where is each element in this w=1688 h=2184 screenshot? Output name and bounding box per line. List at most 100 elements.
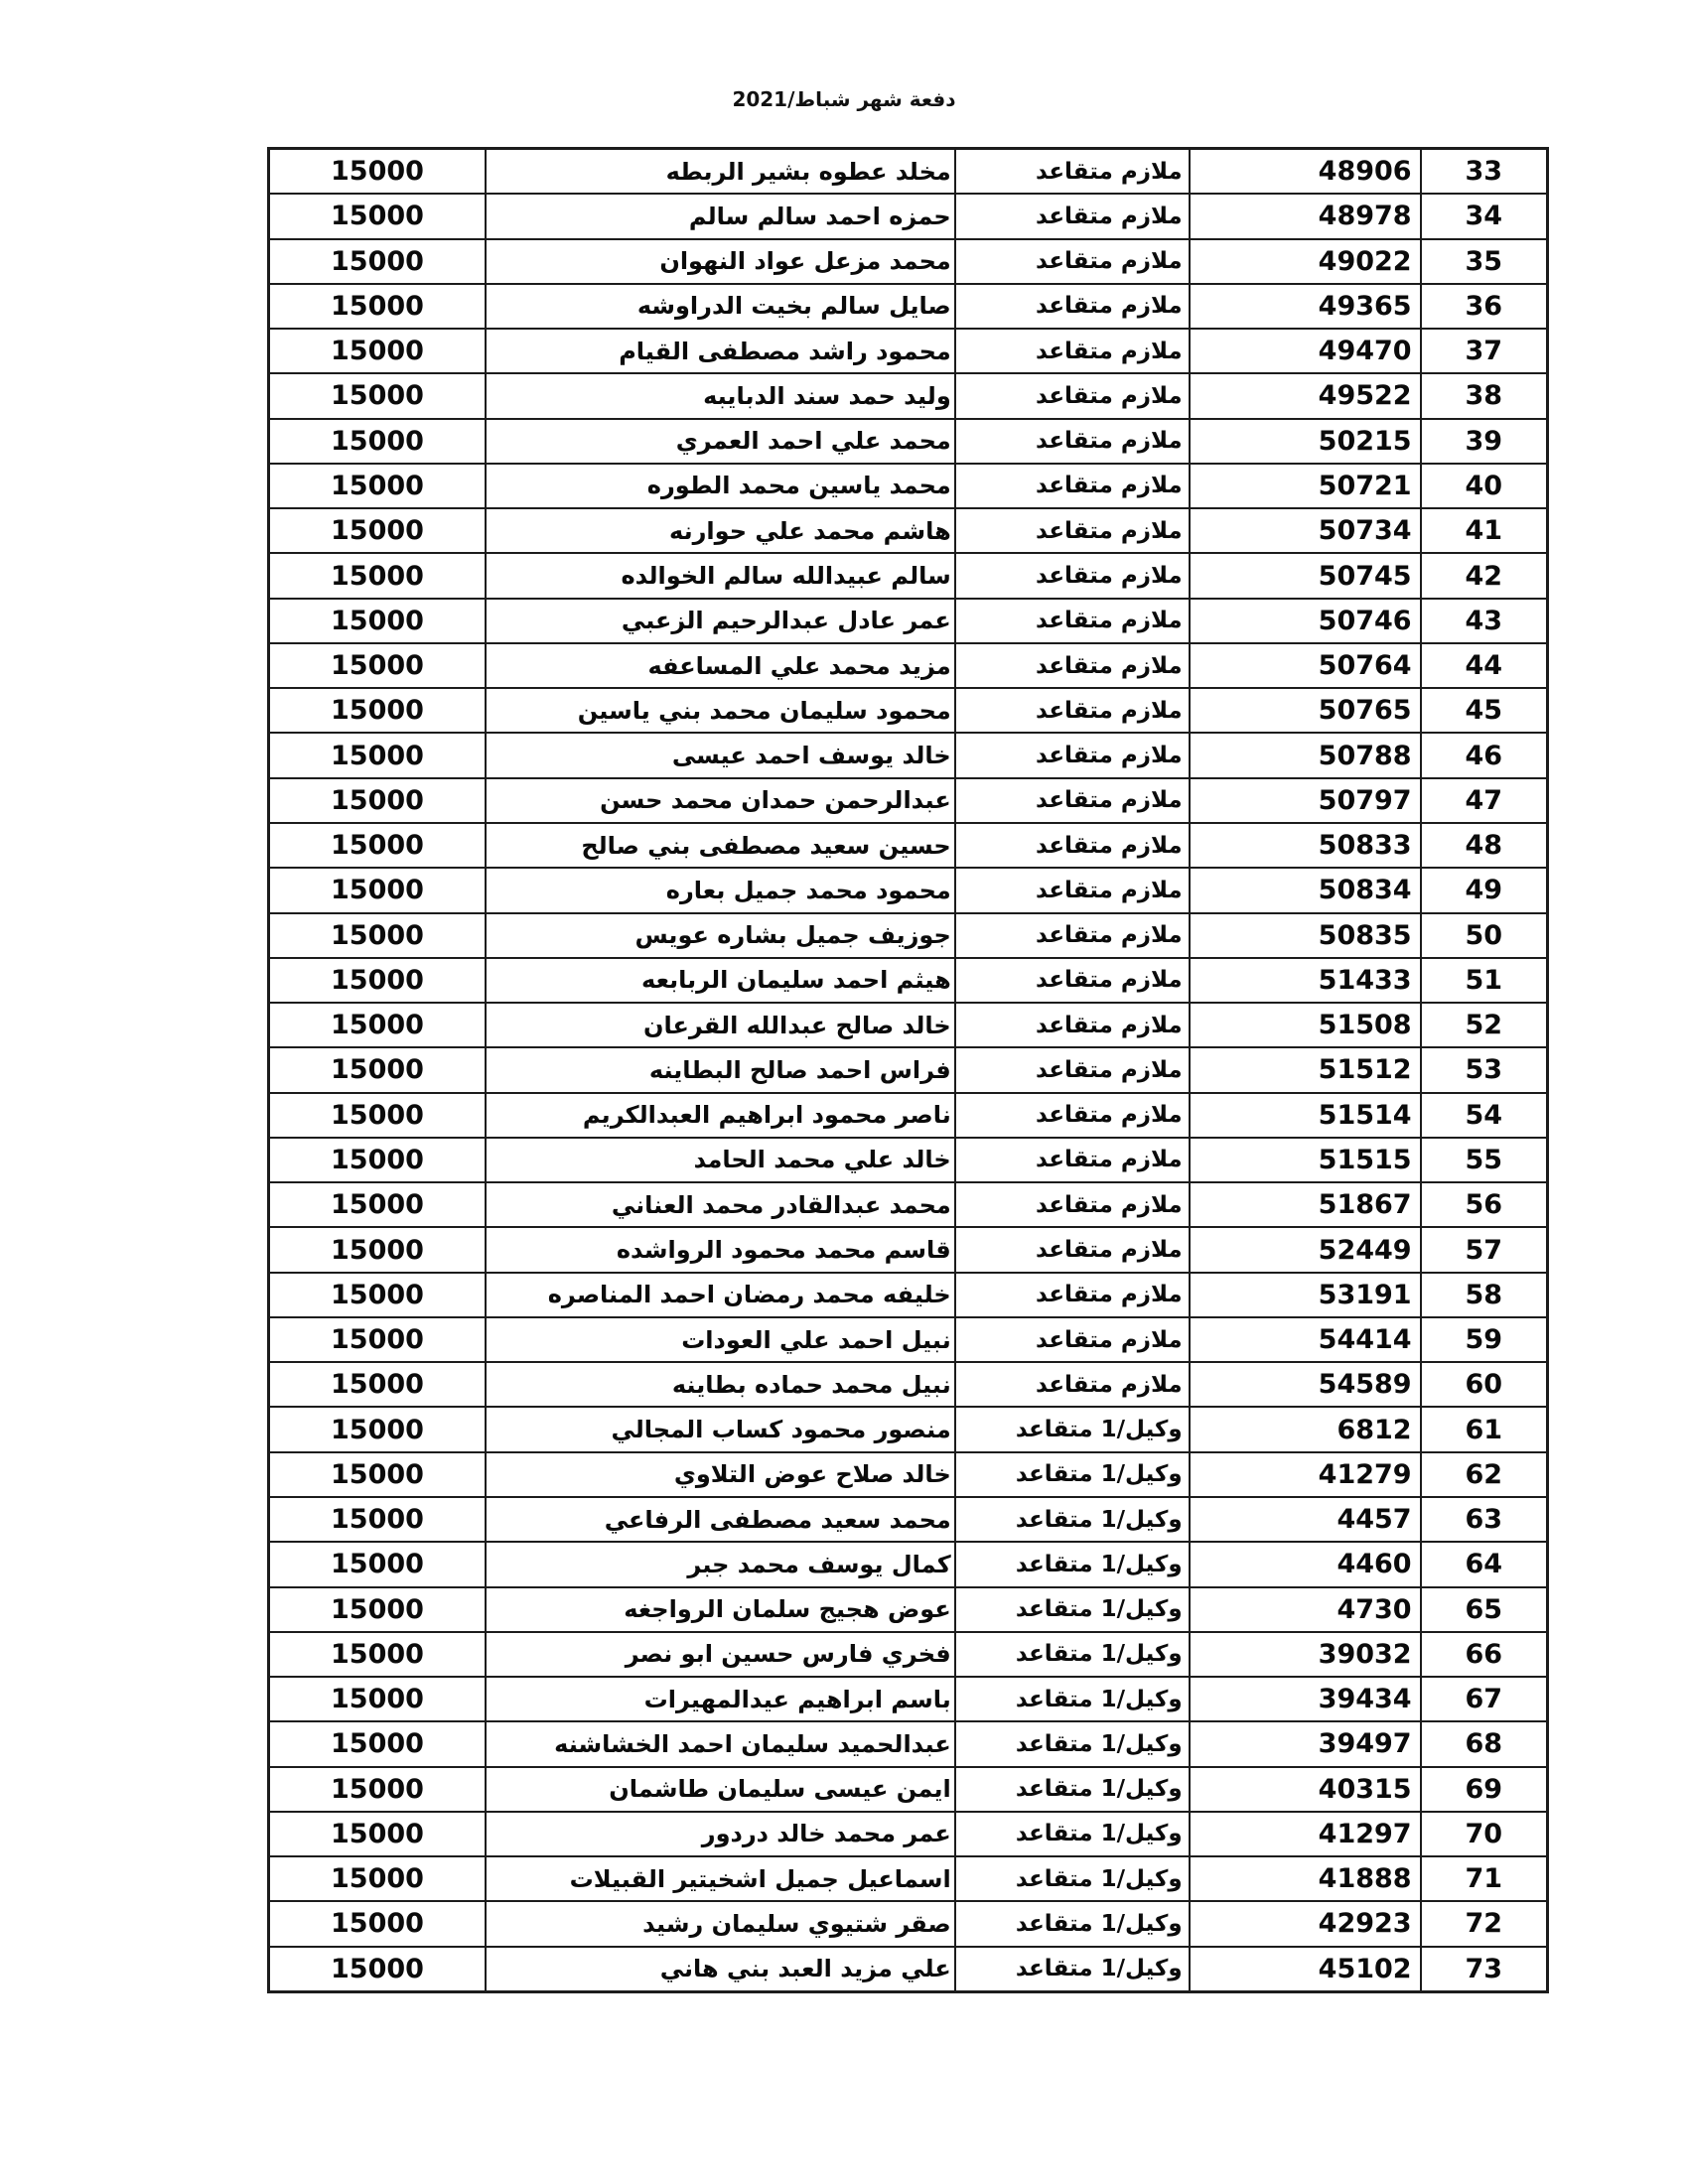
id-number-cell: 50835 [1191, 913, 1422, 957]
row-number-cell: 54 [1465, 1099, 1503, 1131]
table-row: 15000 عبدالحميد سليمان احمد الخشاشنه وكي… [270, 1722, 1546, 1768]
row-number-cell: 42 [1465, 560, 1503, 592]
name-cell: هاشم محمد علي حوارنه [487, 509, 956, 553]
amount-cell: 15000 [270, 1722, 487, 1766]
amount-cell: 15000 [270, 509, 487, 553]
rank-cell: وكيل/1 متقاعد [956, 1497, 1191, 1542]
amount-cell: 15000 [270, 374, 487, 418]
name-cell: مخلد عطوه بشير الربطه [487, 150, 956, 194]
table-row: 15000 حسين سعيد مصطفى بني صالح ملازم متق… [270, 823, 1546, 870]
table-row: 15000 عبدالرحمن حمدان محمد حسن ملازم متق… [270, 778, 1546, 824]
rank-cell: ملازم متقاعد [956, 689, 1191, 733]
amount-cell: 15000 [270, 419, 487, 463]
rank-cell: ملازم متقاعد [956, 1228, 1191, 1272]
rank-cell: وكيل/1 متقاعد [956, 1902, 1191, 1946]
amount-cell: 15000 [270, 150, 487, 194]
row-number-cell: 36 [1465, 290, 1503, 322]
table-row: 15000 محمد عبدالقادر محمد العناني ملازم … [270, 1183, 1546, 1229]
table-row: 15000 محمد مزعل عواد النهوان ملازم متقاع… [270, 239, 1546, 285]
id-number-cell: 4730 [1191, 1587, 1422, 1631]
name-cell: نبيل محمد حماده بطاينه [487, 1363, 956, 1407]
table-row: 15000 حمزه احمد سالم سالم ملازم متقاعد 4… [270, 195, 1546, 240]
amount-cell: 15000 [270, 778, 487, 822]
table-row: 15000 هيثم احمد سليمان الربابعه ملازم مت… [270, 958, 1546, 1005]
table-row: 15000 محمود محمد جميل بعاره ملازم متقاعد… [270, 869, 1546, 914]
id-number-cell: 51512 [1191, 1048, 1422, 1092]
name-cell: محمود سليمان محمد بني ياسين [487, 689, 956, 733]
name-cell: مزيد محمد علي المساعفه [487, 643, 956, 688]
id-number-cell: 49365 [1191, 284, 1422, 329]
id-number-cell: 54414 [1191, 1317, 1422, 1362]
amount-cell: 15000 [270, 643, 487, 688]
id-number-cell: 53191 [1191, 1273, 1422, 1316]
rank-cell: ملازم متقاعد [956, 1273, 1191, 1316]
name-cell: خليفه محمد رمضان احمد المناصره [487, 1273, 956, 1316]
table-row: 15000 محمد سعيد مصطفى الرفاعي وكيل/1 متق… [270, 1497, 1546, 1544]
amount-cell: 15000 [270, 1317, 487, 1362]
name-cell: محمد عبدالقادر محمد العناني [487, 1183, 956, 1227]
id-number-cell: 50765 [1191, 689, 1422, 733]
table-row: 15000 فراس احمد صالح البطاينه ملازم متقا… [270, 1048, 1546, 1094]
amount-cell: 15000 [270, 1678, 487, 1721]
rank-cell: ملازم متقاعد [956, 284, 1191, 329]
name-cell: عبدالحميد سليمان احمد الخشاشنه [487, 1722, 956, 1766]
id-number-cell: 49022 [1191, 239, 1422, 283]
rank-cell: ملازم متقاعد [956, 419, 1191, 463]
table-row: 15000 مخلد عطوه بشير الربطه ملازم متقاعد… [270, 150, 1546, 196]
id-number-cell: 41297 [1191, 1812, 1422, 1856]
rank-cell: وكيل/1 متقاعد [956, 1543, 1191, 1586]
name-cell: منصور محمود كساب المجالي [487, 1408, 956, 1451]
row-number-cell: 58 [1465, 1279, 1503, 1310]
name-cell: محمود راشد مصطفى القيام [487, 330, 956, 373]
row-number-cell: 47 [1465, 784, 1503, 816]
name-cell: عمر عادل عبدالرحيم الزعبي [487, 599, 956, 642]
table-row: 15000 ناصر محمود ابراهيم العبدالكريم ملا… [270, 1093, 1546, 1139]
rank-cell: ملازم متقاعد [956, 1363, 1191, 1407]
id-number-cell: 50834 [1191, 869, 1422, 912]
rank-cell: ملازم متقاعد [956, 150, 1191, 194]
amount-cell: 15000 [270, 599, 487, 642]
name-cell: فخري فارس حسين ابو نصر [487, 1632, 956, 1677]
rank-cell: وكيل/1 متقاعد [956, 1857, 1191, 1901]
amount-cell: 15000 [270, 330, 487, 373]
rank-cell: ملازم متقاعد [956, 1048, 1191, 1092]
rank-cell: ملازم متقاعد [956, 643, 1191, 688]
id-number-cell: 50833 [1191, 823, 1422, 868]
row-number-cell: 72 [1465, 1908, 1503, 1940]
table-row: 15000 محمود سليمان محمد بني ياسين ملازم … [270, 689, 1546, 735]
id-number-cell: 50745 [1191, 554, 1422, 598]
rank-cell: ملازم متقاعد [956, 958, 1191, 1003]
name-cell: خالد صالح عبدالله القرعان [487, 1004, 956, 1047]
row-number-cell: 57 [1465, 1234, 1503, 1266]
row-number-cell: 48 [1465, 830, 1503, 862]
name-cell: سالم عبيدالله سالم الخوالده [487, 554, 956, 598]
row-number-cell: 59 [1465, 1324, 1503, 1356]
row-number-cell: 51 [1465, 964, 1503, 996]
id-number-cell: 50215 [1191, 419, 1422, 463]
rank-cell: ملازم متقاعد [956, 1183, 1191, 1227]
rank-cell: ملازم متقاعد [956, 1138, 1191, 1182]
id-number-cell: 42923 [1191, 1902, 1422, 1946]
amount-cell: 15000 [270, 869, 487, 912]
name-cell: قاسم محمد محمود الرواشده [487, 1228, 956, 1272]
table-row: 15000 قاسم محمد محمود الرواشده ملازم متق… [270, 1228, 1546, 1274]
row-number-cell: 39 [1465, 425, 1503, 457]
id-number-cell: 50797 [1191, 778, 1422, 822]
id-number-cell: 4460 [1191, 1543, 1422, 1586]
id-number-cell: 41279 [1191, 1452, 1422, 1496]
amount-cell: 15000 [270, 1183, 487, 1227]
row-number-cell: 62 [1465, 1458, 1503, 1490]
amount-cell: 15000 [270, 1273, 487, 1316]
amount-cell: 15000 [270, 1767, 487, 1811]
name-cell: وليد حمد سند الدبايبه [487, 374, 956, 418]
table-row: 15000 محمد ياسين محمد الطوره ملازم متقاع… [270, 464, 1546, 510]
name-cell: كمال يوسف محمد جبر [487, 1543, 956, 1586]
rank-cell: وكيل/1 متقاعد [956, 1587, 1191, 1631]
rank-cell: وكيل/1 متقاعد [956, 1678, 1191, 1721]
row-number-cell: 50 [1465, 919, 1503, 951]
amount-cell: 15000 [270, 913, 487, 957]
row-number-cell: 67 [1465, 1684, 1503, 1715]
name-cell: محمد علي احمد العمري [487, 419, 956, 463]
amount-cell: 15000 [270, 464, 487, 508]
name-cell: هيثم احمد سليمان الربابعه [487, 958, 956, 1003]
